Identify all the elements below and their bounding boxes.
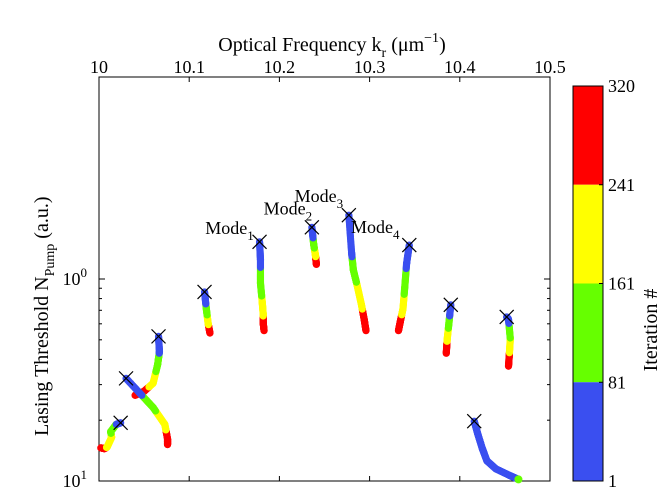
start-marker: [151, 328, 166, 344]
y-axis-label-main: Lasing Threshold N: [31, 276, 53, 436]
colorbar-band: [573, 184, 603, 284]
start-markers-layer: [113, 207, 515, 431]
plot-frame: [98, 76, 551, 482]
x-tick-label: 10.5: [534, 57, 566, 77]
start-marker: [197, 284, 212, 300]
trajectory-trajectory-9: [442, 301, 455, 357]
start-marker: [499, 309, 515, 325]
trajectory-end-dot: [514, 475, 523, 484]
x-tick-label: 10: [90, 57, 108, 77]
y-axis-label: Lasing Threshold NPump (a.u.): [31, 197, 58, 437]
start-marker: [466, 413, 482, 429]
start-marker: [113, 415, 129, 431]
start-marker: [401, 237, 417, 253]
y-tick-label: 100: [63, 265, 88, 289]
start-marker: [118, 370, 134, 386]
x-tick-label: 10.2: [264, 57, 296, 77]
colorbar-tick-label: 1: [608, 471, 617, 491]
start-marker: [252, 234, 267, 250]
x-tick-label: 10.3: [354, 57, 386, 77]
colorbar-band: [573, 382, 603, 481]
trajectory-Mode_1: [255, 238, 268, 335]
colorbar-band: [573, 283, 603, 383]
trajectory-trajectory-4: [200, 288, 214, 337]
y-axis-label-unit: (a.u.): [31, 197, 53, 239]
start-marker: [304, 219, 320, 235]
start-marker: [341, 207, 357, 223]
mode-label-4: Mode4: [351, 217, 400, 242]
mode-label-3: Mode3: [295, 186, 344, 211]
x-axis-label-exp: −1: [424, 31, 439, 46]
trajectory-trajectory-1: [97, 419, 125, 453]
trajectories-layer: [97, 211, 523, 484]
colorbar-tick-label: 241: [608, 175, 635, 195]
y-tick-label: 101: [63, 467, 88, 491]
trajectory-trajectory-11: [470, 417, 523, 484]
start-marker: [443, 297, 459, 313]
colorbar-label: Iteration #: [640, 289, 662, 372]
colorbar: 1 81 161 241 320: [572, 76, 635, 491]
colorbar-band: [573, 86, 603, 185]
x-tick-label: 10.4: [444, 57, 476, 77]
colorbar-tick-label: 320: [608, 76, 635, 96]
x-tick-label: 10.1: [173, 57, 205, 77]
trajectory-Mode_4: [394, 241, 413, 335]
trajectory-Mode_2: [308, 223, 320, 269]
colorbar-tick-label: 161: [608, 274, 635, 294]
colorbar-tick-label: 81: [608, 372, 626, 392]
y-axis-label-sub: Pump: [43, 244, 58, 277]
mode-label-1: Mode1: [205, 218, 254, 243]
x-axis-label-sub: r: [382, 46, 387, 61]
x-axis-label-close: ): [439, 34, 446, 56]
y-axis-left: 100 101: [63, 265, 550, 491]
x-axis-label-unit: (μm: [391, 34, 424, 56]
x-axis-top: 10 10.1 10.2 10.3 10.4 10.5: [90, 57, 566, 481]
mode-label-2: Mode2: [264, 198, 313, 223]
x-axis-label-main: Optical Frequency k: [218, 34, 381, 56]
x-axis-label: Optical Frequency kr (μm−1): [218, 31, 445, 61]
